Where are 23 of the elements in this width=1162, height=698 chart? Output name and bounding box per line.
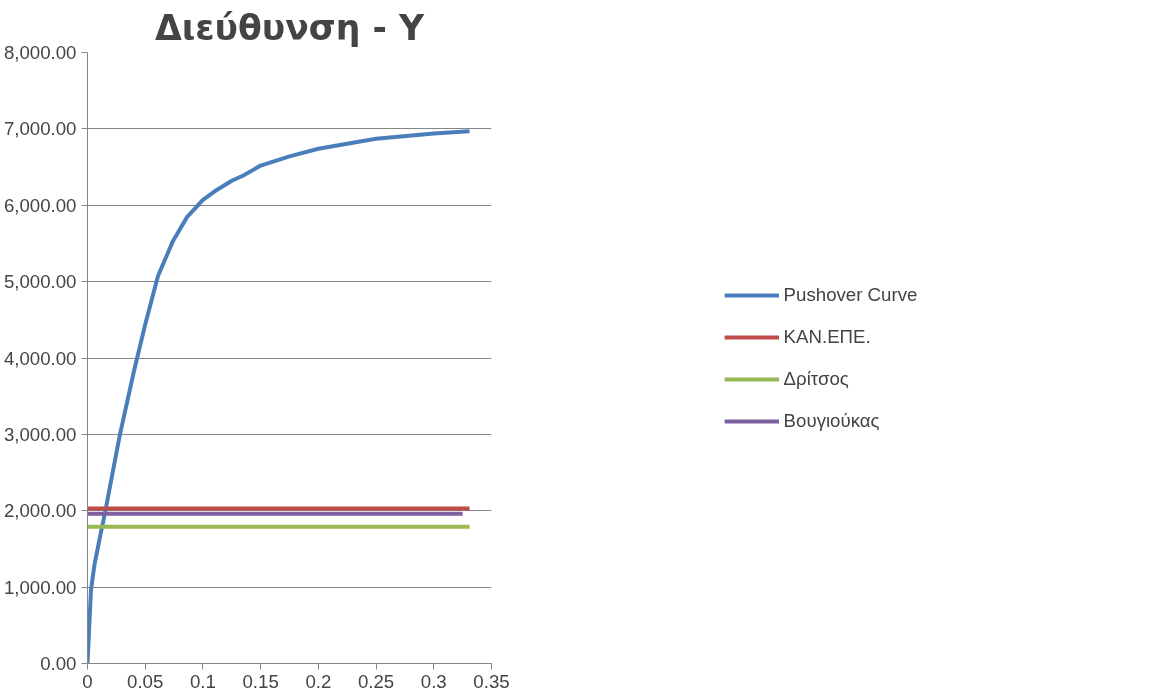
legend-label: Δρίτσος	[783, 367, 849, 390]
x-tick-label: 0.3	[420, 670, 447, 692]
x-tick-label: 0.15	[242, 670, 279, 692]
y-tick-label: 3,000.00	[3, 423, 77, 445]
y-tick-label: 1,000.00	[3, 576, 77, 598]
legend-label: Pushover Curve	[783, 283, 918, 306]
legend-label: ΚΑΝ.ΕΠΕ.	[783, 325, 871, 348]
x-tick-label: 0.1	[189, 670, 216, 692]
y-tick-label: 0.00	[40, 653, 77, 674]
x-tick-label: 0.35	[473, 670, 510, 692]
x-tick-label: 0.2	[305, 670, 332, 692]
y-tick-label: 5,000.00	[3, 271, 77, 293]
y-tick-label: 7,000.00	[3, 118, 77, 140]
y-tick-label: 6,000.00	[3, 194, 77, 216]
y-tick-label: 8,000.00	[3, 42, 77, 63]
legend-label: Βουγιούκας	[783, 409, 880, 432]
chart-title: Διεύθυνση - Υ	[154, 7, 425, 48]
x-tick-label: 0	[82, 670, 93, 692]
y-tick-label: 4,000.00	[3, 347, 77, 369]
line-series	[87, 129, 472, 664]
x-tick-label: 0.05	[127, 670, 164, 692]
y-tick-label: 2,000.00	[3, 500, 77, 522]
x-tick-label: 0.25	[357, 670, 395, 692]
